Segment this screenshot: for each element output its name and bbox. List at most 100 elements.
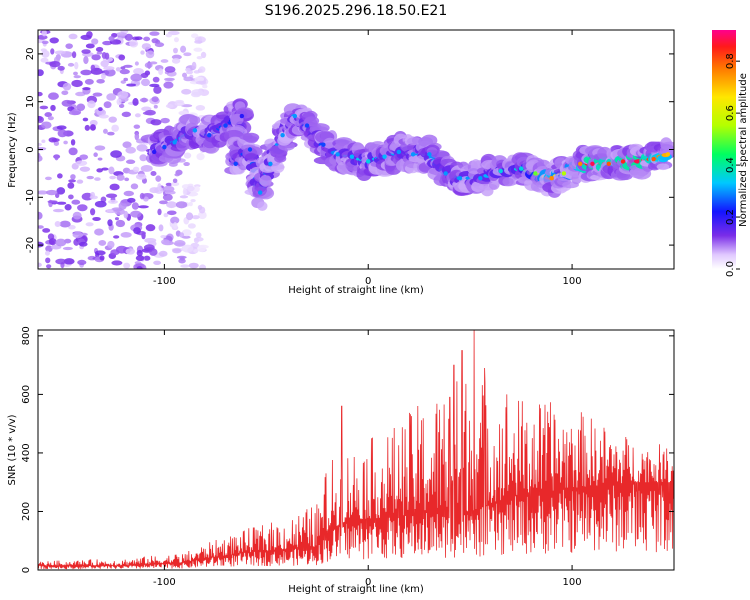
snr-xlabel: Height of straight line (km): [288, 584, 424, 595]
noise-blob: [107, 131, 115, 136]
ridge-point: [247, 147, 253, 152]
ridge-point: [151, 149, 157, 155]
y-tick-label: 10: [25, 95, 36, 108]
noise-blob: [200, 51, 207, 59]
noise-blob: [38, 225, 44, 229]
noise-blob: [173, 47, 178, 54]
noise-blob: [153, 260, 162, 265]
ridge-halo: [656, 163, 670, 171]
noise-blob: [103, 66, 115, 71]
noise-blob: [67, 182, 75, 189]
snr-ylabel: SNR (10 * v/v): [7, 414, 18, 485]
noise-blob: [143, 36, 151, 42]
noise-blob: [132, 98, 139, 106]
y-tick-label: -10: [25, 189, 36, 205]
noise-blob: [41, 139, 46, 143]
noise-blob: [191, 61, 197, 70]
noise-blob: [157, 183, 162, 191]
y-tick-label: 800: [21, 326, 32, 345]
noise-blob: [142, 111, 153, 116]
ridge-point: [233, 161, 238, 167]
noise-blob: [123, 210, 129, 219]
noise-blob: [174, 173, 180, 177]
noise-blob: [121, 200, 128, 204]
noise-blob: [55, 238, 67, 247]
noise-blob: [99, 255, 105, 261]
noise-blob: [78, 241, 88, 247]
colorbar-tick-label: 0.8: [725, 53, 736, 69]
noise-blob: [107, 219, 113, 227]
y-tick-label: 200: [21, 502, 32, 521]
noise-blob: [150, 171, 157, 176]
noise-blob: [85, 222, 94, 227]
noise-blob: [97, 157, 103, 161]
noise-blob: [193, 184, 201, 188]
noise-blob: [42, 228, 51, 233]
noise-blob: [64, 204, 72, 211]
noise-blob: [164, 77, 175, 81]
noise-blob: [70, 139, 76, 146]
noise-blob: [144, 62, 153, 69]
y-tick-label: 20: [25, 48, 36, 61]
noise-blob: [75, 160, 88, 166]
noise-blob: [198, 66, 206, 73]
noise-blob: [84, 124, 90, 131]
noise-blob: [103, 101, 112, 109]
ridge-point: [665, 152, 671, 157]
noise-blob: [134, 36, 143, 41]
y-tick-label: -20: [25, 237, 36, 253]
y-tick-label: 0: [25, 146, 36, 152]
noise-blob: [86, 175, 94, 180]
noise-blob: [129, 39, 139, 48]
noise-blob: [124, 33, 133, 41]
ridge-point: [651, 156, 656, 162]
ridge-halo: [271, 161, 285, 174]
noise-blob: [63, 258, 75, 265]
noise-blob: [172, 248, 182, 254]
noise-blob: [173, 37, 180, 43]
noise-blob: [90, 64, 96, 71]
noise-blob: [199, 264, 206, 269]
noise-blob: [160, 117, 170, 124]
noise-blob: [68, 33, 78, 40]
colorbar-tick-label: 0.0: [725, 261, 736, 277]
noise-blob: [74, 61, 79, 70]
noise-blob: [54, 154, 59, 161]
noise-blob: [160, 239, 170, 245]
noise-blob: [109, 175, 117, 180]
x-tick-label: 100: [563, 577, 582, 588]
ridge-halo: [239, 133, 253, 140]
ridge-halo: [189, 115, 201, 125]
noise-blob: [151, 96, 159, 103]
x-tick-label: 100: [563, 276, 582, 287]
noise-blob: [123, 262, 131, 269]
noise-blob: [186, 185, 195, 192]
noise-blob: [193, 47, 203, 52]
noise-blob: [52, 208, 64, 213]
noise-blob: [92, 92, 103, 97]
noise-blob: [191, 33, 199, 39]
noise-blob: [187, 223, 196, 229]
ridge-point: [239, 113, 245, 119]
noise-blob: [41, 50, 50, 58]
noise-blob: [181, 88, 192, 95]
noise-blob: [90, 191, 95, 199]
noise-blob: [131, 202, 139, 210]
noise-blob: [109, 183, 120, 191]
ridge-halo: [418, 136, 434, 147]
noise-blob: [102, 40, 113, 46]
noise-blob: [174, 239, 186, 247]
noise-blob: [140, 50, 145, 55]
noise-blob: [120, 80, 126, 84]
noise-blob: [108, 36, 115, 42]
noise-blob: [94, 200, 107, 208]
noise-blob: [120, 66, 126, 70]
noise-blob: [165, 182, 173, 187]
ridge-point: [162, 144, 167, 150]
noise-blob: [57, 173, 63, 179]
noise-blob: [49, 37, 59, 44]
noise-blob: [153, 85, 162, 94]
ridge-point: [207, 132, 212, 138]
